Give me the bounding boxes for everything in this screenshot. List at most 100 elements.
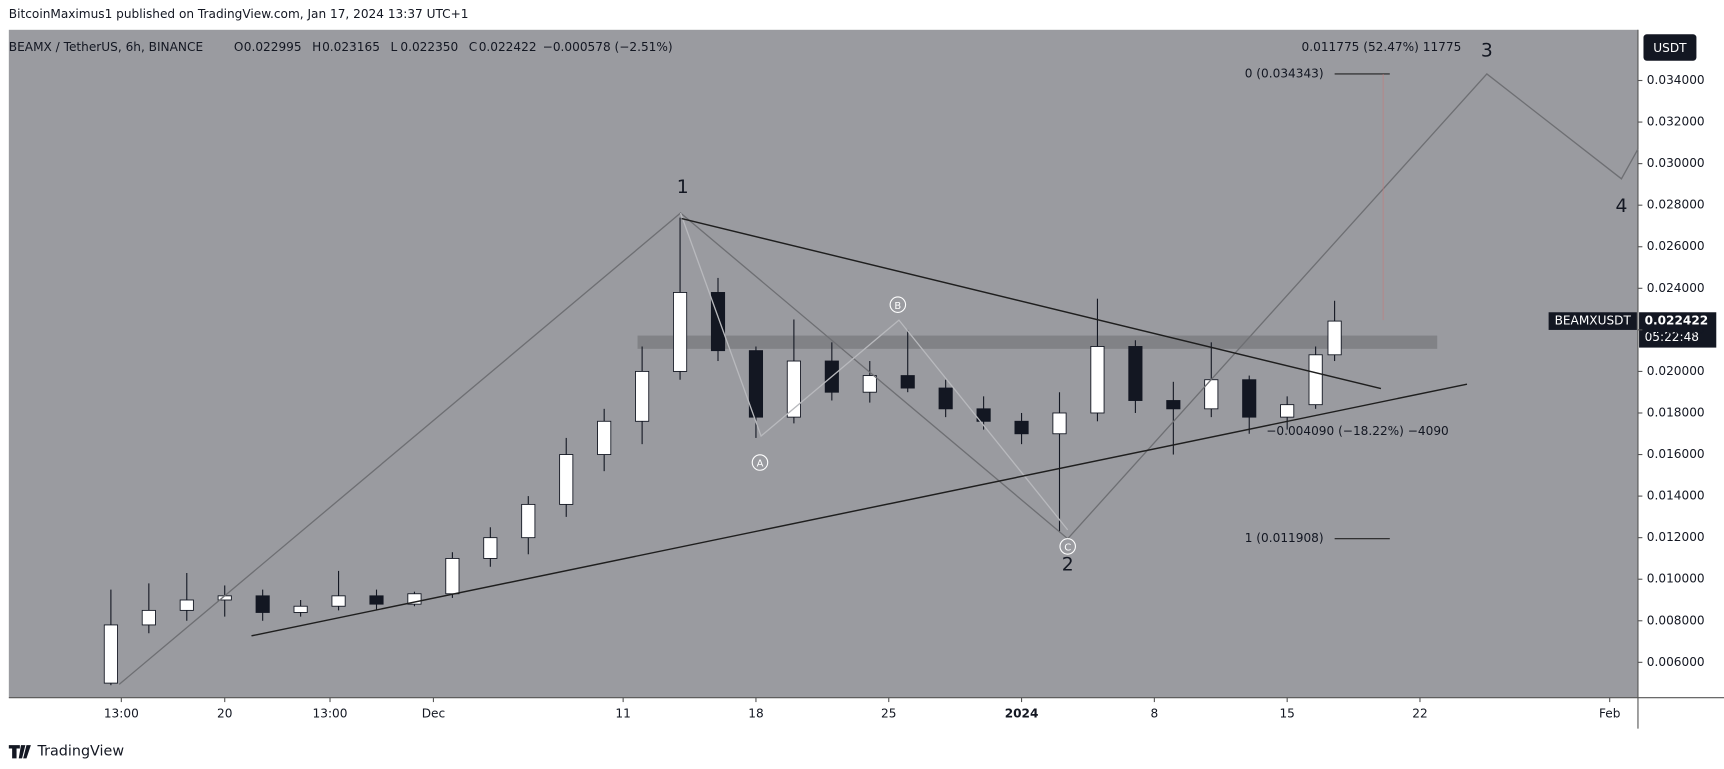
wave-count xyxy=(118,73,1639,685)
wave-label: 3 xyxy=(1481,40,1493,61)
candles xyxy=(103,217,1342,686)
y-tick-label: 0.024000 xyxy=(1647,281,1705,295)
candle-body xyxy=(521,503,536,539)
y-tick-label: 0.020000 xyxy=(1647,364,1705,378)
candle-body xyxy=(1166,400,1181,410)
candle-body xyxy=(1052,412,1067,435)
ohlc-value: 0.022422 xyxy=(479,40,537,54)
candle-body xyxy=(293,605,308,613)
candle-body xyxy=(786,360,801,418)
x-tick-label: 2024 xyxy=(1005,707,1039,721)
candle-body xyxy=(407,593,422,605)
price-axis xyxy=(1637,29,1724,698)
wave-label: 4 xyxy=(1615,196,1627,217)
candle-body xyxy=(673,292,688,372)
y-tick-label: 0.014000 xyxy=(1647,489,1705,503)
resistance-zone xyxy=(637,335,1438,349)
x-tick-label: 18 xyxy=(748,707,763,721)
y-tick-label: 0.012000 xyxy=(1647,530,1705,544)
ohlc-value: 0.023165 xyxy=(322,40,380,54)
candle-body xyxy=(331,595,346,607)
trend-line xyxy=(681,217,1382,390)
x-tick-label: 13:00 xyxy=(313,707,348,721)
y-tick-label: 0.032000 xyxy=(1647,115,1705,129)
currency[interactable]: USDT xyxy=(1653,41,1687,55)
candle-body xyxy=(1308,354,1323,406)
wave-label: 2 xyxy=(1062,555,1074,576)
fib-label: 0 (0.034343) xyxy=(1245,66,1324,80)
x-tick-label: 15 xyxy=(1279,707,1294,721)
ohlc-value: 0.022350 xyxy=(400,40,458,54)
candle-body xyxy=(635,370,650,422)
candle-body xyxy=(1242,379,1257,418)
y-tick-label: 0.026000 xyxy=(1647,239,1705,253)
x-tick-label: 22 xyxy=(1412,707,1427,721)
publisher-line: BitcoinMaximus1 published on TradingView… xyxy=(9,7,469,21)
ohlc-key: H xyxy=(312,40,321,54)
x-tick-label: 20 xyxy=(217,707,232,721)
plot-area xyxy=(8,29,1638,698)
candle-body xyxy=(1014,420,1029,435)
ohlc-value: 0.022995 xyxy=(244,40,302,54)
ticks: 0.006000 0.008000 0.010000 0.012000 0.014000… xyxy=(104,73,1705,721)
candle-body xyxy=(141,609,156,626)
candle-body xyxy=(103,624,118,684)
ohlc: O 0.022995 H 0.023165 L 0.022350 C 0.022422 −0.0… xyxy=(234,40,673,54)
candle-body xyxy=(255,595,270,613)
candle-body xyxy=(748,350,764,418)
y-tick-label: 0.018000 xyxy=(1647,405,1705,419)
x-tick-label: Feb xyxy=(1599,707,1621,721)
wave-label: 1 xyxy=(677,177,689,198)
x-tick-label: 11 xyxy=(615,707,630,721)
x-tick-label: 13:00 xyxy=(104,707,139,721)
candle-body xyxy=(1327,320,1342,356)
change: −0.000578 (−2.51%) xyxy=(543,40,673,54)
abc-correction xyxy=(679,212,1069,531)
y-tick-label: 0.008000 xyxy=(1647,613,1705,627)
price-tag: BEAMXUSDT 0.022422 05:22:48 xyxy=(1548,312,1717,348)
wave-circle xyxy=(751,454,769,471)
y-tick-label: 0.034000 xyxy=(1647,73,1705,87)
price-tag: 0.022422 xyxy=(1645,314,1709,328)
drawings xyxy=(118,73,1639,685)
candle-body xyxy=(1280,404,1295,418)
y-tick-label: 0.022000 xyxy=(1647,322,1705,336)
symbol: BEAMX / TetherUS, 6h, BINANCE xyxy=(9,40,203,54)
brand: TradingView xyxy=(37,744,125,760)
candle-body xyxy=(559,454,574,505)
currency-button[interactable] xyxy=(1643,34,1697,61)
trend-line xyxy=(251,383,1468,637)
y-tick-label: 0.006000 xyxy=(1647,655,1705,669)
y-tick-label: 0.028000 xyxy=(1647,198,1705,212)
candle-body xyxy=(483,537,498,559)
y-tick-label: 0.030000 xyxy=(1647,156,1705,170)
wave-circle xyxy=(889,296,907,313)
candle-body xyxy=(976,408,991,422)
candle-body xyxy=(369,595,384,605)
x-tick-label: 8 xyxy=(1151,707,1159,721)
y-tick-label: 0.016000 xyxy=(1647,447,1705,461)
candle-body xyxy=(938,387,953,410)
wave-label: A xyxy=(757,459,764,470)
symbol-tag: BEAMXUSDT xyxy=(1555,314,1632,328)
wave-label: B xyxy=(894,301,901,312)
y-tick-label: 0.010000 xyxy=(1647,572,1705,586)
ohlc-key: O xyxy=(234,40,244,54)
ohlc-key: C xyxy=(469,40,477,54)
fib-label: 1 (0.011908) xyxy=(1245,531,1324,545)
candle-body xyxy=(900,375,915,389)
symbol-tag-bg xyxy=(1548,312,1637,330)
candle-body xyxy=(445,557,460,595)
brand-logo xyxy=(8,745,31,759)
wave-circle xyxy=(1059,538,1076,555)
countdown: 05:22:48 xyxy=(1645,330,1699,344)
wave-label: C xyxy=(1064,543,1071,554)
candle-body xyxy=(597,420,612,455)
candle-body xyxy=(1128,346,1143,401)
candle-body xyxy=(862,375,877,393)
x-tick-label: Dec xyxy=(422,707,445,721)
measure-label: −0.004090 (−18.22%) −4090 xyxy=(1266,424,1449,438)
x-tick-label: 25 xyxy=(881,707,896,721)
